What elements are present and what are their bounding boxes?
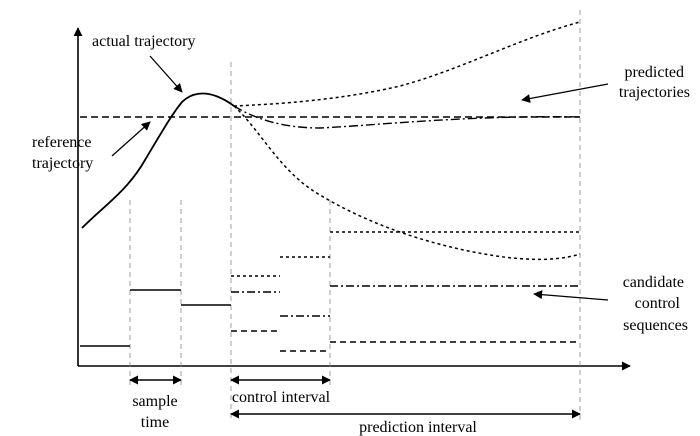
time-guides — [129, 10, 581, 420]
sample-time-label-line-1: sample — [132, 393, 177, 410]
predicted-trajectories-pointer — [521, 83, 609, 103]
sample-time-label-line-2: time — [141, 414, 169, 431]
actual-trajectory-label: actual trajectory — [92, 33, 196, 50]
prediction-interval-label: prediction interval — [359, 419, 477, 436]
predicted-trajectory-upper — [233, 21, 581, 107]
predicted-trajectory-middle — [233, 105, 581, 129]
reference-trajectory-pointer — [111, 121, 151, 157]
actual-trajectory-pointer — [149, 55, 183, 93]
candidate-sequence-dashdot — [231, 285, 580, 317]
predicted-trajectory-lower — [233, 105, 581, 261]
candidate-label-line-2: control — [635, 295, 681, 312]
applied-control-steps — [80, 289, 231, 347]
candidate-label-line-1: candidate — [623, 274, 684, 291]
reference-label-line-1: reference — [32, 134, 92, 151]
predicted-label-line-2: trajectories — [619, 84, 690, 101]
actual-trajectory-curve — [81, 92, 235, 229]
predicted-label-line-1: predicted — [624, 64, 684, 81]
candidate-sequences-pointer — [533, 290, 609, 301]
control-interval-label: control interval — [232, 389, 331, 406]
reference-label-line-2: trajectory — [32, 155, 93, 172]
candidate-label-line-3: sequences — [623, 317, 688, 334]
candidate-sequence-dashed — [231, 330, 580, 352]
candidate-sequence-dotted — [231, 231, 580, 277]
